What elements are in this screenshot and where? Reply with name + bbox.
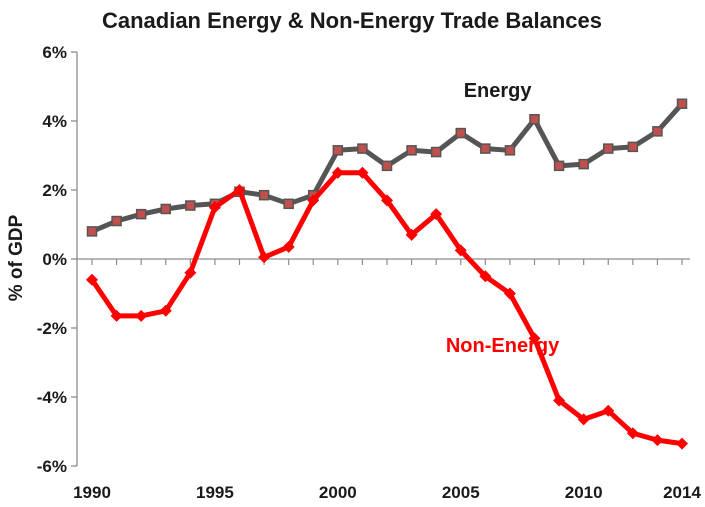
- data-point: [553, 394, 566, 407]
- data-point: [184, 266, 197, 279]
- data-point: [282, 240, 295, 253]
- data-point: [528, 332, 541, 345]
- data-point: [529, 114, 540, 125]
- series-non-energy: [86, 166, 688, 450]
- data-point: [258, 251, 271, 264]
- y-tick-label: 2%: [42, 181, 67, 200]
- data-point: [307, 194, 320, 207]
- series-energy: [86, 98, 688, 237]
- data-point: [430, 208, 443, 221]
- data-point: [381, 160, 393, 172]
- data-point: [160, 203, 171, 215]
- data-point: [405, 228, 418, 241]
- series-line: [89, 170, 685, 447]
- data-point: [454, 244, 467, 257]
- data-point: [111, 215, 122, 227]
- data-point: [430, 146, 442, 158]
- x-tick-label: 2000: [319, 483, 357, 502]
- data-point: [553, 160, 565, 172]
- data-point: [627, 141, 639, 153]
- data-point: [258, 189, 270, 201]
- data-point: [381, 194, 393, 207]
- data-point: [110, 309, 123, 322]
- data-point: [479, 270, 492, 283]
- x-tick-label: 1995: [196, 483, 234, 502]
- data-point: [283, 198, 294, 210]
- data-point: [503, 287, 516, 300]
- data-point: [135, 208, 147, 220]
- y-axis-label: % of GDP: [6, 214, 27, 301]
- data-point: [208, 201, 221, 214]
- data-point: [651, 434, 664, 447]
- series-labels: Energy Non-Energy: [446, 80, 560, 357]
- data-point: [406, 145, 417, 156]
- data-point: [652, 126, 663, 137]
- data-point: [504, 145, 516, 156]
- series-label-energy: Energy: [464, 80, 533, 102]
- data-point: [578, 158, 589, 170]
- x-tick-label: 2010: [565, 483, 603, 502]
- data-point: [86, 273, 98, 286]
- data-point: [356, 166, 369, 179]
- x-tick-label: 2014: [663, 483, 701, 502]
- series-label-non-energy: Non-Energy: [446, 335, 560, 357]
- y-tick-label: -2%: [37, 319, 67, 338]
- data-point: [480, 143, 491, 154]
- y-tick-label: 6%: [42, 43, 67, 62]
- data-point: [159, 304, 172, 317]
- data-point: [676, 98, 688, 109]
- data-point: [626, 427, 639, 440]
- data-point: [577, 413, 590, 426]
- x-tick-label: 2005: [442, 483, 480, 502]
- axes: 6% 4% 2% 0% -2% -4% -6% 1990 1995 2000 2005 2010 201…: [37, 43, 702, 502]
- data-point: [185, 200, 196, 211]
- data-point: [86, 226, 98, 237]
- data-point: [135, 309, 148, 322]
- y-tick-label: 4%: [42, 112, 67, 131]
- data-point: [603, 143, 614, 154]
- y-tick-label: 0%: [42, 250, 67, 269]
- data-point: [331, 166, 344, 179]
- data-point: [233, 184, 246, 196]
- data-point: [357, 143, 368, 154]
- y-tick-label: -4%: [37, 388, 67, 407]
- series-group: [86, 98, 688, 450]
- y-tick-label: -6%: [37, 457, 67, 476]
- chart-title: Canadian Energy & Non-Energy Trade Balan…: [102, 8, 602, 33]
- x-tick-label: 1990: [73, 483, 111, 502]
- data-point: [676, 437, 688, 450]
- data-point: [602, 404, 615, 417]
- data-point: [332, 145, 344, 156]
- data-point: [455, 127, 466, 139]
